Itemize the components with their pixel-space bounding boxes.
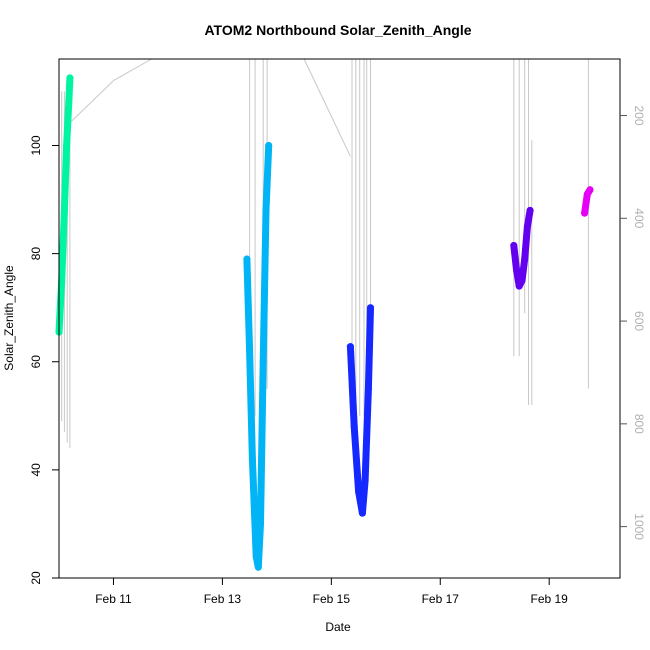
secondary-y-axis: 200 400 600 800 1000 <box>620 106 646 540</box>
data-point <box>510 242 518 249</box>
x-axis: Feb 11 Feb 13 Feb 15 Feb 17 Feb 19 <box>95 578 568 606</box>
data-point <box>346 343 354 351</box>
y2-tick-label: 600 <box>632 311 646 331</box>
data-point <box>367 304 374 312</box>
data-point <box>248 455 256 463</box>
x-tick-label: Feb 19 <box>531 592 569 606</box>
x-axis-label: Date <box>325 620 351 634</box>
secondary-line <box>303 58 351 157</box>
data-point <box>66 74 74 82</box>
secondary-series-lines <box>61 58 589 449</box>
x-tick-label: Feb 13 <box>204 592 242 606</box>
data-point <box>265 142 273 149</box>
data-point <box>581 209 589 217</box>
series-line <box>55 74 74 336</box>
y-tick-label: 80 <box>29 247 43 261</box>
y2-tick-label: 200 <box>632 106 646 126</box>
data-point <box>515 282 523 290</box>
y2-tick-label: 1000 <box>632 513 646 540</box>
data-point <box>257 520 264 528</box>
y-tick-label: 40 <box>29 463 43 477</box>
secondary-line <box>113 58 152 82</box>
chart-title: ATOM2 Northbound Solar_Zenith_Angle <box>204 22 471 38</box>
data-point <box>358 509 366 517</box>
y-axis: 20 40 60 80 100 <box>29 135 59 585</box>
data-point <box>526 206 534 214</box>
plot-frame <box>58 58 621 579</box>
y-tick-label: 100 <box>29 135 43 155</box>
data-point <box>60 206 68 214</box>
data-point <box>513 266 520 274</box>
data-point <box>243 255 251 263</box>
data-point <box>355 488 363 495</box>
data-point <box>521 255 529 263</box>
data-point <box>246 347 254 355</box>
data-point <box>254 563 262 571</box>
data-point <box>361 477 369 485</box>
y-tick-label: 60 <box>29 355 43 369</box>
data-point <box>65 98 73 106</box>
data-point <box>262 206 270 214</box>
x-tick-label: Feb 15 <box>313 592 351 606</box>
series-layer <box>55 74 594 571</box>
data-point <box>252 552 260 560</box>
y-axis-label: Solar_Zenith_Angle <box>2 265 16 371</box>
y2-tick-label: 400 <box>632 208 646 228</box>
y-tick-label: 20 <box>29 571 43 585</box>
data-point <box>518 277 526 285</box>
secondary-line <box>68 80 114 125</box>
data-point <box>58 277 66 285</box>
x-tick-label: Feb 17 <box>422 592 460 606</box>
data-point <box>63 142 71 149</box>
series-line <box>510 206 534 290</box>
data-point <box>523 223 531 231</box>
x-tick-label: Feb 11 <box>95 592 132 606</box>
data-point <box>364 385 372 393</box>
data-point <box>350 423 358 431</box>
y2-tick-label: 800 <box>632 414 646 434</box>
data-point <box>586 186 594 194</box>
data-point <box>259 358 267 366</box>
